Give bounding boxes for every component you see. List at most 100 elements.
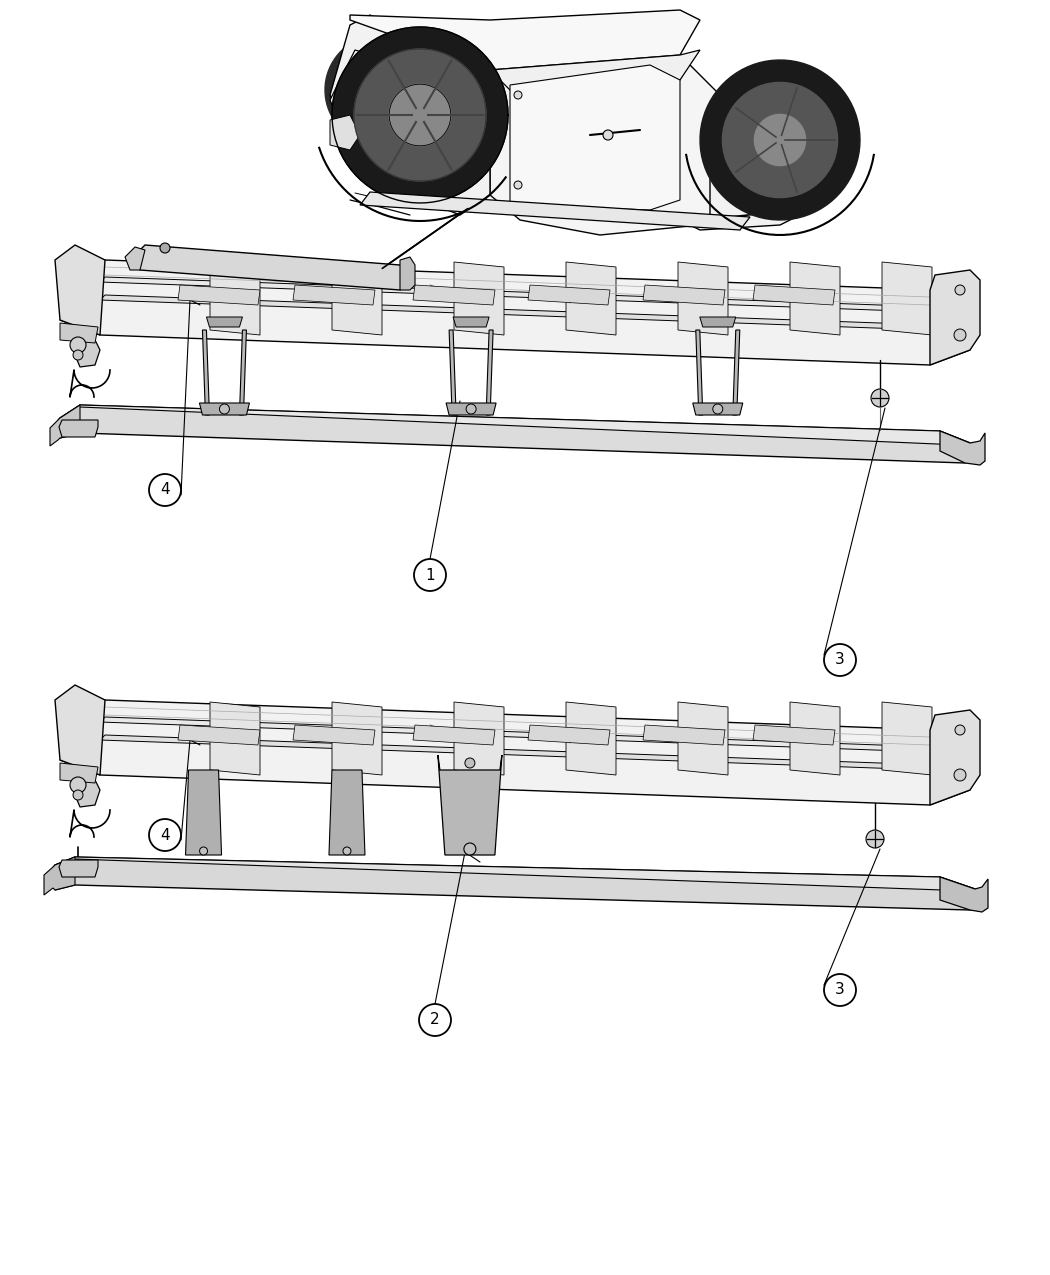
Polygon shape <box>60 762 98 783</box>
Polygon shape <box>207 317 243 326</box>
Polygon shape <box>790 261 840 335</box>
Polygon shape <box>438 755 502 856</box>
Polygon shape <box>490 55 730 235</box>
Polygon shape <box>332 261 382 335</box>
Polygon shape <box>55 245 105 335</box>
Polygon shape <box>413 286 495 305</box>
Circle shape <box>70 337 86 353</box>
Polygon shape <box>100 717 934 752</box>
Circle shape <box>419 1003 452 1037</box>
Circle shape <box>872 389 889 407</box>
Polygon shape <box>454 703 504 775</box>
Polygon shape <box>330 115 360 150</box>
Circle shape <box>824 974 856 1006</box>
Circle shape <box>956 725 965 734</box>
Polygon shape <box>753 725 835 745</box>
Polygon shape <box>882 261 932 335</box>
Polygon shape <box>753 286 835 305</box>
Polygon shape <box>239 330 247 414</box>
Polygon shape <box>70 775 100 807</box>
Polygon shape <box>59 861 98 877</box>
Polygon shape <box>696 330 702 414</box>
Polygon shape <box>490 50 700 99</box>
Polygon shape <box>566 261 616 335</box>
Text: 4: 4 <box>161 482 170 497</box>
Polygon shape <box>454 317 489 326</box>
Polygon shape <box>528 286 610 305</box>
Polygon shape <box>100 277 934 312</box>
Polygon shape <box>700 60 860 221</box>
Polygon shape <box>60 323 98 343</box>
Polygon shape <box>930 710 980 805</box>
Polygon shape <box>50 405 80 446</box>
Circle shape <box>200 847 208 856</box>
Polygon shape <box>733 330 740 414</box>
Polygon shape <box>329 770 365 856</box>
Polygon shape <box>678 261 728 335</box>
Polygon shape <box>360 193 750 230</box>
Polygon shape <box>203 330 209 414</box>
Circle shape <box>219 404 230 414</box>
Polygon shape <box>566 703 616 775</box>
Polygon shape <box>293 286 375 305</box>
Polygon shape <box>643 286 724 305</box>
Polygon shape <box>210 703 260 775</box>
Circle shape <box>74 351 83 360</box>
Polygon shape <box>678 703 728 775</box>
Polygon shape <box>390 84 450 145</box>
Polygon shape <box>326 34 435 145</box>
Polygon shape <box>400 258 415 289</box>
Circle shape <box>514 181 522 189</box>
Circle shape <box>149 819 181 850</box>
Polygon shape <box>446 403 496 414</box>
Polygon shape <box>330 15 490 215</box>
Text: 2: 2 <box>430 1012 440 1028</box>
Circle shape <box>954 769 966 782</box>
Polygon shape <box>693 403 742 414</box>
Polygon shape <box>100 734 934 770</box>
Polygon shape <box>55 857 975 910</box>
Polygon shape <box>332 703 382 775</box>
Polygon shape <box>60 700 970 805</box>
Circle shape <box>160 244 170 252</box>
Text: 3: 3 <box>835 653 845 668</box>
Polygon shape <box>70 335 100 367</box>
Polygon shape <box>178 286 260 305</box>
Polygon shape <box>60 405 970 463</box>
Polygon shape <box>528 725 610 745</box>
Text: 1: 1 <box>425 567 435 583</box>
Polygon shape <box>643 725 724 745</box>
Circle shape <box>956 286 965 295</box>
Polygon shape <box>790 703 840 775</box>
Polygon shape <box>680 85 830 230</box>
Text: 4: 4 <box>161 827 170 843</box>
Polygon shape <box>510 65 680 210</box>
Circle shape <box>466 404 476 414</box>
Circle shape <box>70 776 86 793</box>
Polygon shape <box>186 770 222 856</box>
Polygon shape <box>125 247 145 270</box>
Polygon shape <box>350 10 700 70</box>
Polygon shape <box>930 270 980 365</box>
Polygon shape <box>449 330 456 414</box>
Polygon shape <box>940 877 988 912</box>
Polygon shape <box>55 685 105 775</box>
Polygon shape <box>293 725 375 745</box>
Polygon shape <box>722 83 838 198</box>
Polygon shape <box>341 51 419 129</box>
Circle shape <box>464 843 476 856</box>
Polygon shape <box>330 50 410 200</box>
Polygon shape <box>58 405 970 445</box>
Polygon shape <box>178 725 260 745</box>
Polygon shape <box>52 857 975 891</box>
Circle shape <box>149 474 181 506</box>
Polygon shape <box>486 330 494 414</box>
Polygon shape <box>882 703 932 775</box>
Circle shape <box>824 644 856 676</box>
Polygon shape <box>130 245 410 289</box>
Polygon shape <box>210 261 260 335</box>
Polygon shape <box>699 317 736 326</box>
Text: 3: 3 <box>835 983 845 997</box>
Circle shape <box>465 759 475 768</box>
Polygon shape <box>100 295 934 330</box>
